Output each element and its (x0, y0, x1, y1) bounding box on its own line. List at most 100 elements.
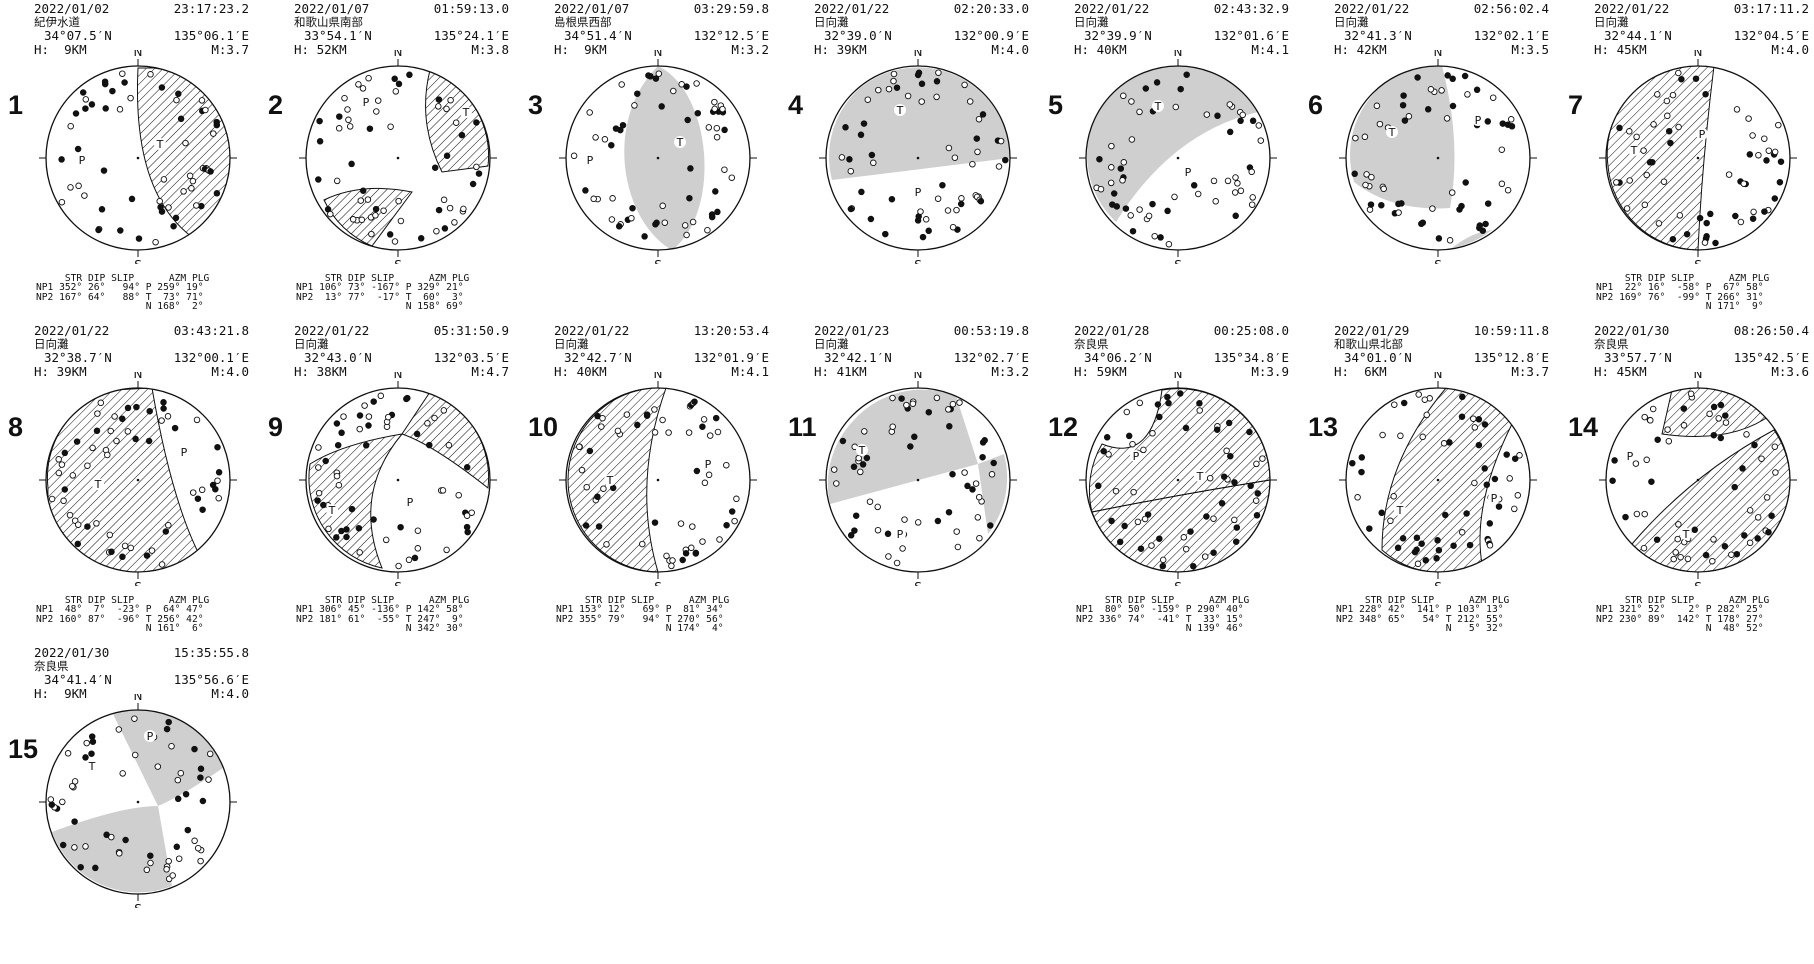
dilatation-marker (1235, 181, 1241, 187)
event-longitude: 135°06.1′E (174, 29, 249, 43)
compression-marker (713, 415, 719, 421)
dilatation-marker (862, 429, 868, 435)
compression-marker (360, 188, 366, 194)
dilatation-marker (1137, 400, 1143, 406)
compression-marker (80, 90, 86, 96)
compression-marker (1109, 518, 1115, 524)
dilatation-marker (1644, 172, 1650, 178)
dilatation-marker (161, 177, 167, 183)
dilatation-marker (1675, 536, 1681, 542)
compression-marker (1395, 545, 1401, 551)
compression-marker (198, 766, 204, 772)
dilatation-marker (950, 401, 956, 407)
compression-marker (1436, 236, 1442, 242)
dilatation-marker (195, 845, 201, 851)
dilatation-marker (587, 110, 593, 116)
beach-ball-wrapper: NSEWPT (1076, 372, 1280, 590)
compression-marker (357, 413, 363, 419)
dilatation-marker (915, 520, 921, 526)
dilatation-marker (82, 193, 88, 199)
compression-marker (72, 819, 78, 825)
t-axis-label: T (1388, 126, 1396, 139)
compression-marker (1711, 432, 1717, 438)
dilatation-marker (900, 546, 906, 552)
event-date: 2022/01/07 (294, 2, 369, 16)
compression-marker (349, 506, 355, 512)
dilatation-marker (345, 107, 351, 113)
compression-marker (120, 416, 126, 422)
dilatation-marker (83, 97, 89, 103)
dilatation-marker (94, 521, 100, 527)
compression-marker (1443, 512, 1449, 518)
dilatation-marker (1734, 107, 1740, 113)
dilatation-marker (950, 224, 956, 230)
dilatation-marker (652, 407, 658, 413)
compression-marker (172, 425, 178, 431)
dilatation-marker (662, 220, 668, 226)
dilatation-marker (1747, 508, 1753, 514)
dilatation-marker (1716, 416, 1722, 422)
event-number: 10 (528, 414, 558, 441)
event-date: 2022/01/29 (1334, 324, 1409, 338)
dilatation-marker (452, 220, 458, 226)
center-mark (1697, 479, 1700, 482)
dilatation-marker (946, 145, 952, 151)
beach-ball: NSEWPT (1336, 372, 1540, 586)
dilatation-marker (1240, 112, 1246, 118)
compression-marker (133, 436, 139, 442)
dilatation-marker (105, 452, 111, 458)
dilatation-marker (973, 481, 979, 487)
dilatation-marker (1406, 114, 1412, 120)
dilatation-marker (684, 232, 690, 238)
dilatation-marker (396, 563, 402, 569)
center-mark (397, 157, 400, 160)
event-date: 2022/01/22 (554, 324, 629, 338)
compression-marker (1158, 235, 1164, 241)
dilatation-marker (1430, 206, 1436, 212)
compression-marker (1752, 442, 1758, 448)
t-axis-label: T (1682, 528, 1690, 541)
dilatation-marker (1249, 202, 1255, 208)
dilatation-marker (398, 218, 404, 224)
dilatation-marker (1741, 181, 1747, 187)
t-axis-label: T (606, 474, 614, 487)
compression-marker (926, 409, 932, 415)
dilatation-marker (1507, 476, 1513, 482)
dilatation-marker (1121, 160, 1127, 166)
event-region: 奈良県 (1074, 338, 1289, 352)
dilatation-marker (316, 465, 322, 471)
dilatation-marker (1225, 178, 1231, 184)
dilatation-marker (336, 482, 342, 488)
compression-marker (470, 181, 476, 187)
direction-label-s: S (1434, 258, 1442, 264)
dilatation-marker (1415, 561, 1421, 567)
dilatation-marker (336, 126, 342, 132)
dilatation-marker (1124, 409, 1130, 415)
compression-marker (1420, 220, 1426, 226)
dilatation-marker (671, 88, 677, 94)
compression-marker (1450, 103, 1456, 109)
direction-label-s: S (654, 580, 662, 586)
dilatation-marker (891, 71, 897, 77)
compression-marker (1464, 511, 1470, 517)
dilatation-marker (1135, 519, 1141, 525)
compression-marker (693, 550, 699, 556)
compression-marker (946, 509, 952, 515)
dilatation-marker (707, 433, 713, 439)
compression-marker (1401, 93, 1407, 99)
p-axis-label: P (363, 96, 370, 109)
dilatation-marker (976, 494, 982, 500)
dilatation-marker (1772, 444, 1778, 450)
compressional-quadrant (137, 68, 232, 237)
dilatation-marker (904, 402, 910, 408)
compression-marker (75, 541, 81, 547)
dilatation-marker (176, 856, 182, 862)
